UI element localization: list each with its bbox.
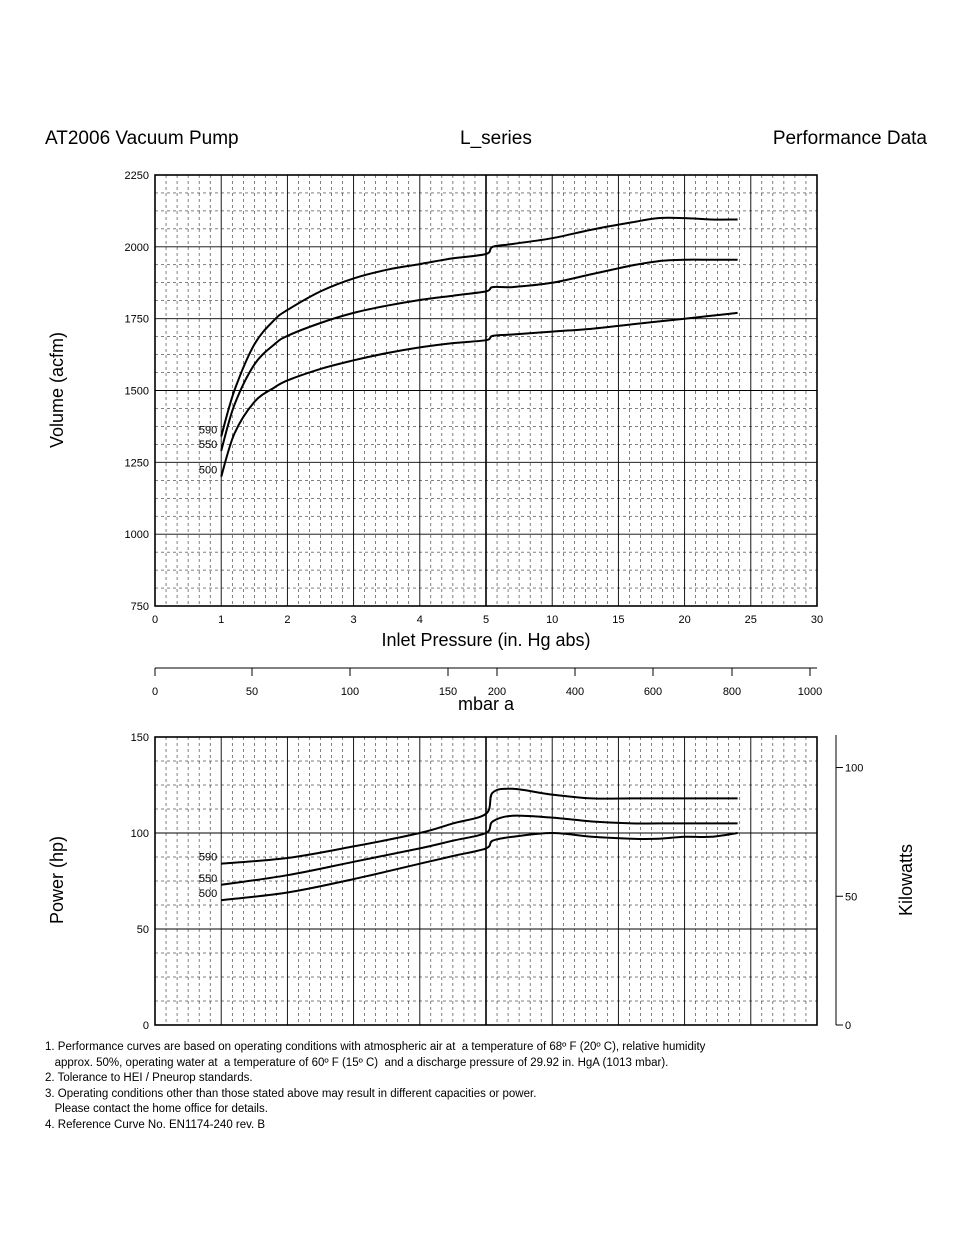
mbar-tick-label: 200 <box>488 686 506 698</box>
note-line: 1. Performance curves are based on opera… <box>45 1041 706 1053</box>
x-tick-label: 5 <box>483 614 489 626</box>
power-curves <box>221 787 738 902</box>
power-tick-label: 0 <box>143 1020 149 1032</box>
mbar-tick-label: 800 <box>723 686 741 698</box>
mbar-tick-label: 50 <box>246 686 258 698</box>
note-line: 3. Operating conditions other than those… <box>45 1087 537 1100</box>
note-line: 2. Tolerance to HEI / Pneurop standards. <box>45 1072 253 1084</box>
power-tick-label: 100 <box>131 828 149 840</box>
mbar-tick-label: 100 <box>341 686 359 698</box>
header-series: L_series <box>460 128 532 149</box>
volume-tick-label: 750 <box>131 601 149 613</box>
mbar-tick-label: 1000 <box>798 686 822 698</box>
x-tick-label: 0 <box>152 614 158 626</box>
power-series-label: 550 <box>199 873 217 885</box>
x-tick-label: 30 <box>811 614 823 626</box>
x-tick-label: 10 <box>546 614 558 626</box>
note-line: 4. Reference Curve No. EN1174-240 rev. B <box>45 1118 266 1131</box>
x-tick-label: 2 <box>284 614 290 626</box>
volume-series-label: 590 <box>199 424 217 436</box>
notes-list: 1. Performance curves are based on opera… <box>45 1040 705 1133</box>
volume-axis-title: Volume (acfm) <box>47 332 67 448</box>
power-series-labels: 590 550 500 <box>199 852 217 900</box>
mbar-tick-label: 0 <box>152 686 158 698</box>
header-title: AT2006 Vacuum Pump <box>45 128 239 149</box>
x-axis-title: Inlet Pressure (in. Hg abs) <box>381 630 590 650</box>
kilowatt-tick-labels: 0 50 100 <box>836 763 863 1032</box>
power-tick-labels: 0 50 100 150 <box>131 732 149 1032</box>
mbar-tick-labels: 0 50 100 150 200 400 600 800 1000 <box>152 668 822 698</box>
volume-curve-590 <box>220 216 738 437</box>
mbar-axis-title: mbar a <box>458 694 515 714</box>
power-curve-550 <box>221 814 738 886</box>
volume-tick-label: 1750 <box>125 314 149 326</box>
note-line: Please contact the home office for detai… <box>45 1103 268 1115</box>
volume-tick-label: 1250 <box>125 457 149 469</box>
volume-series-labels: 590 550 500 <box>199 424 217 476</box>
power-tick-label: 150 <box>131 732 149 744</box>
volume-series-label: 500 <box>199 465 217 477</box>
volume-curves <box>220 216 738 477</box>
x-tick-label: 4 <box>417 614 423 626</box>
volume-tick-label: 2000 <box>125 242 149 254</box>
volume-tick-label: 1000 <box>125 529 149 541</box>
x-tick-label: 3 <box>351 614 357 626</box>
volume-tick-label: 1500 <box>125 386 149 398</box>
kw-tick-label: 0 <box>845 1020 851 1032</box>
volume-series-label: 550 <box>199 439 217 451</box>
power-curve-590 <box>221 787 738 865</box>
volume-tick-labels: 0 1 2 3 4 5 10 15 20 25 30 750 1000 1250 1500 1750 2000 2… <box>125 170 824 626</box>
power-tick-label: 50 <box>137 924 149 936</box>
kilowatt-axis-title: Kilowatts <box>896 844 916 916</box>
performance-charts: 0 1 2 3 4 5 10 15 20 25 30750100012501500175020002… <box>47 170 916 1032</box>
x-tick-label: 20 <box>678 614 690 626</box>
volume-curve-550 <box>220 258 738 452</box>
power-curve-500 <box>221 831 738 902</box>
kw-tick-label: 50 <box>845 891 857 903</box>
power-series-label: 500 <box>199 888 217 900</box>
mbar-tick-label: 600 <box>644 686 662 698</box>
header-section: Performance Data <box>772 128 927 149</box>
note-line: approx. 50%, operating water at a temper… <box>45 1056 669 1069</box>
volume-tick-label: 2250 <box>125 170 149 182</box>
x-tick-label: 25 <box>745 614 757 626</box>
kw-tick-label: 100 <box>845 763 863 775</box>
power-axis-title: Power (hp) <box>47 836 67 924</box>
x-tick-label: 15 <box>612 614 624 626</box>
volume-curve-500 <box>220 311 738 477</box>
mbar-tick-label: 150 <box>439 686 457 698</box>
x-tick-label: 1 <box>218 614 224 626</box>
mbar-tick-label: 400 <box>566 686 584 698</box>
power-series-label: 590 <box>199 852 217 864</box>
